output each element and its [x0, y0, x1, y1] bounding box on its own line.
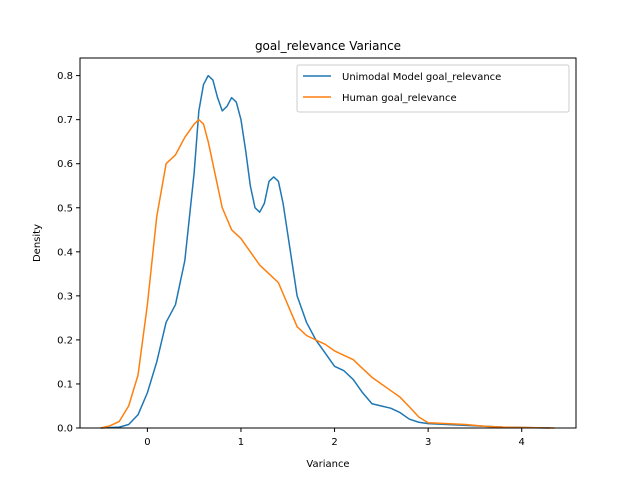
- chart-title: goal_relevance Variance: [255, 39, 401, 53]
- y-axis-label: Density: [32, 224, 43, 262]
- x-tick-label: 2: [331, 437, 337, 448]
- legend-label-unimodal-model: Unimodal Model goal_relevance: [342, 72, 501, 83]
- x-tick-label: 0: [144, 437, 150, 448]
- legend-box: [296, 64, 570, 113]
- plot-area: 0 1 2 3 4 0.0 0.1 0.2 0.3 0.4 0.5 0.6 0.7 0.8: [57, 57, 577, 448]
- y-tick-label: 0.1: [57, 379, 73, 390]
- y-axis-ticks: 0.0 0.1 0.2 0.3 0.4 0.5 0.6 0.7 0.8: [57, 71, 80, 435]
- y-tick-label: 0.4: [57, 247, 73, 258]
- x-axis-label: Variance: [306, 459, 349, 470]
- y-tick-label: 0.6: [57, 159, 73, 170]
- legend: Unimodal Model goal_relevance Human goal…: [296, 64, 570, 113]
- x-axis-ticks: 0 1 2 3 4: [144, 428, 525, 448]
- series-line-unimodal-model: [100, 74, 550, 429]
- y-tick-label: 0.5: [57, 203, 73, 214]
- axes-frame: [79, 57, 577, 429]
- y-tick-label: 0.8: [57, 71, 73, 82]
- y-tick-label: 0.0: [57, 424, 73, 435]
- series-layer: [100, 74, 555, 429]
- legend-label-human: Human goal_relevance: [342, 93, 457, 104]
- y-tick-label: 0.2: [57, 335, 73, 346]
- y-tick-label: 0.7: [57, 115, 73, 126]
- x-tick-label: 1: [238, 437, 244, 448]
- x-tick-label: 4: [519, 437, 525, 448]
- y-tick-label: 0.3: [57, 291, 73, 302]
- series-line-human: [100, 118, 555, 429]
- x-tick-label: 3: [425, 437, 431, 448]
